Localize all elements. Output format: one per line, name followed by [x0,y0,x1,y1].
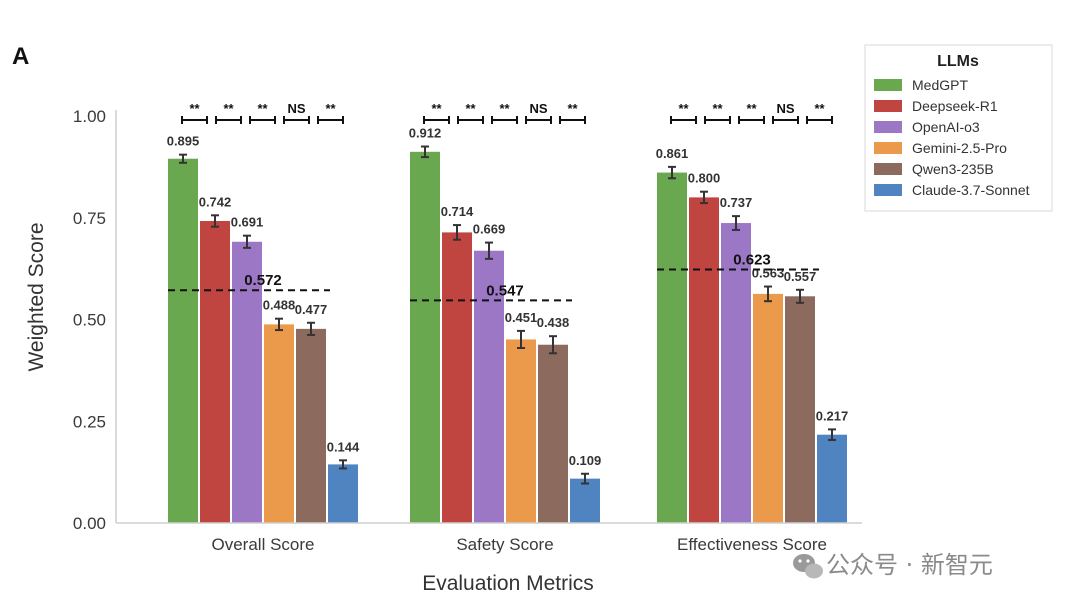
bar [474,250,504,524]
bars-layer [168,145,847,524]
value-label: 0.800 [688,171,721,186]
significance-label: ** [257,101,268,116]
significance-label: ** [499,101,510,116]
watermark-text: 公众号 · 新智元 [826,551,993,579]
x-axis: Overall Score Safety Score Effectiveness S… [116,522,862,554]
significance-label: ** [712,101,723,116]
legend-swatch [874,163,902,175]
legend-label: MedGPT [912,77,968,93]
significance-label: NS [776,101,794,116]
bar [817,434,847,523]
bar [232,241,262,523]
bar [721,223,751,523]
mean-label: 0.623 [733,251,771,268]
significance-label: ** [746,101,757,116]
significance-label: ** [325,101,336,116]
bar [168,158,198,524]
x-axis-title: Evaluation Metrics [422,572,594,595]
significance-label: ** [814,101,825,116]
significance-label: ** [678,101,689,116]
significance-label: NS [529,101,547,116]
value-label: 0.451 [505,310,538,325]
bar [753,293,783,523]
significance-label: ** [431,101,442,116]
value-label: 0.144 [327,439,360,454]
bar [689,197,719,523]
bar [506,339,536,523]
value-label: 0.895 [167,134,200,149]
mean-label: 0.572 [244,272,282,289]
bar [785,296,815,523]
legend-label: Claude-3.7-Sonnet [912,182,1030,198]
value-label: 0.438 [537,315,570,330]
legend-title: LLMs [937,53,979,70]
legend-label: OpenAI-o3 [912,119,980,135]
legend-swatch [874,184,902,196]
legend-label: Gemini-2.5-Pro [912,140,1007,156]
bar [264,324,294,523]
x-tick-label: Safety Score [456,535,553,554]
legend-label: Deepseek-R1 [912,98,998,114]
bar [657,172,687,523]
value-label: 0.557 [784,269,817,284]
significance-label: ** [465,101,476,116]
value-label: 0.861 [656,146,689,161]
value-label: 0.691 [231,215,264,230]
x-tick-label: Overall Score [212,535,315,554]
bar [328,464,358,523]
bar [200,221,230,524]
y-tick-label: 0.25 [73,412,106,431]
significance-label: NS [287,101,305,116]
legend-swatch [874,142,902,154]
bar [442,232,472,524]
legend-label: Qwen3-235B [912,161,994,177]
significance-label: ** [567,101,578,116]
panel-label: A [12,43,29,70]
value-label: 0.109 [569,453,602,468]
wechat-icon [793,554,823,579]
bar [538,344,568,523]
value-label: 0.217 [816,408,849,423]
bar [410,151,440,524]
legend-swatch [874,79,902,91]
legend-swatch [874,121,902,133]
x-tick-label: Effectiveness Score [677,535,827,554]
value-label: 0.912 [409,126,442,141]
value-label: 0.737 [720,195,753,210]
mean-label: 0.547 [486,282,524,299]
legend: LLMs MedGPT Deepseek-R1 OpenAI-o3 Gemini-2.… [864,44,1053,212]
value-label: 0.488 [263,298,296,313]
bar [570,478,600,523]
legend-swatch [874,100,902,112]
value-label: 0.742 [199,194,232,209]
y-axis: 0.00 0.25 0.50 0.75 1.00 [73,107,117,533]
bar [296,328,326,523]
value-label: 0.714 [441,204,474,219]
y-tick-label: 1.00 [73,107,106,126]
y-tick-label: 0.75 [73,209,106,228]
value-label: 0.477 [295,302,328,317]
y-tick-label: 0.50 [73,311,106,330]
watermark: 公众号 · 新智元 [793,551,993,579]
y-axis-title: Weighted Score [25,222,48,371]
significance-label: ** [223,101,234,116]
annotations-layer: 0.895 0.742 0.691 0.488 0.477 0.144 0.572 ** ** *… [167,101,849,468]
y-tick-label: 0.00 [73,514,106,533]
value-label: 0.669 [473,222,506,237]
significance-label: ** [189,101,200,116]
